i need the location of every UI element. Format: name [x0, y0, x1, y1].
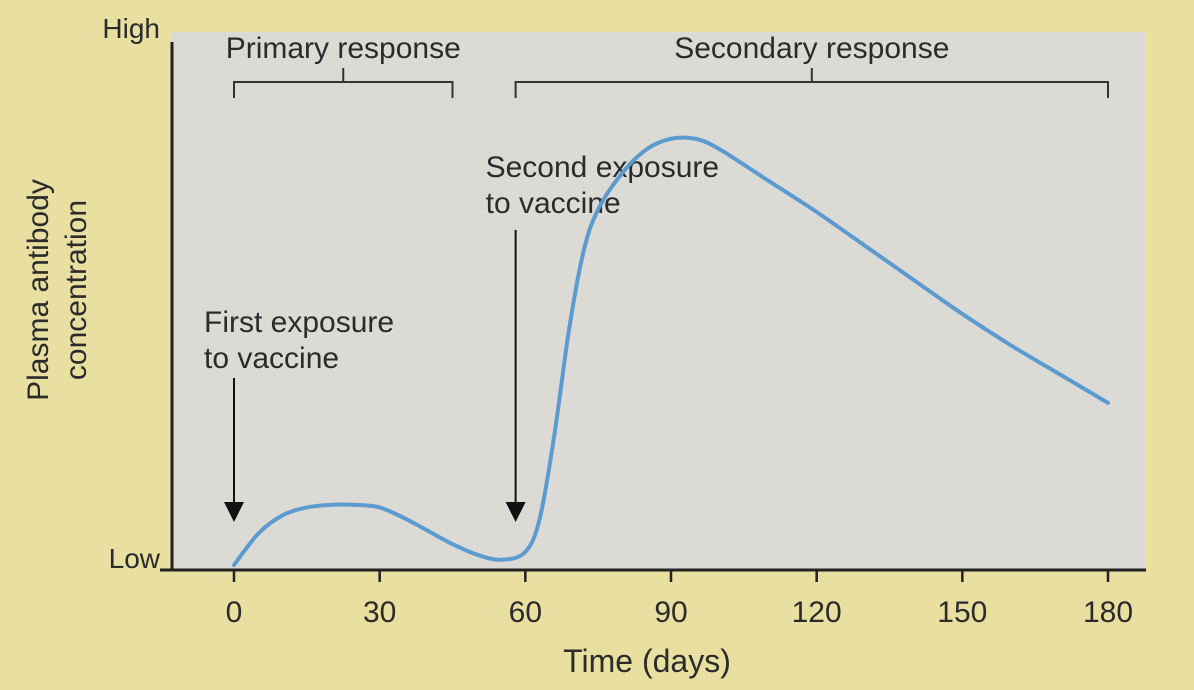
x-tick-label: 180 [1083, 596, 1133, 629]
bracket-label: Secondary response [674, 32, 949, 65]
x-tick-label: 150 [937, 596, 987, 629]
annotation-line1: First exposure [204, 306, 394, 339]
x-axis-label: Time (days) [563, 643, 731, 679]
bracket-label: Primary response [226, 32, 461, 65]
annotation-arrow-head [505, 502, 526, 522]
annotation-line1: Second exposure [486, 151, 719, 184]
bracket [514, 68, 1109, 98]
y-axis-label-line2: concentration [60, 200, 93, 380]
annotation-line2: to vaccine [204, 342, 339, 375]
x-ticks: 0 30 60 90 120 150 180 [226, 570, 1133, 629]
x-tick-label: 120 [792, 596, 842, 629]
response-brackets: Primary response Secondary response [226, 32, 1109, 98]
series-line-antibody-concentration [232, 135, 1110, 567]
y-tick-low: Low [109, 543, 161, 574]
x-tick-label: 60 [509, 596, 542, 629]
x-tick-label: 0 [226, 596, 243, 629]
bracket [233, 68, 454, 98]
x-tick-label: 30 [363, 596, 396, 629]
annotation-arrow-head [224, 502, 244, 522]
y-tick-high: High [102, 13, 160, 44]
y-axis-label-line1: Plasma antibody [22, 179, 55, 401]
annotation-line2: to vaccine [486, 187, 621, 220]
x-tick-label: 90 [654, 596, 687, 629]
plot-background [172, 32, 1146, 570]
